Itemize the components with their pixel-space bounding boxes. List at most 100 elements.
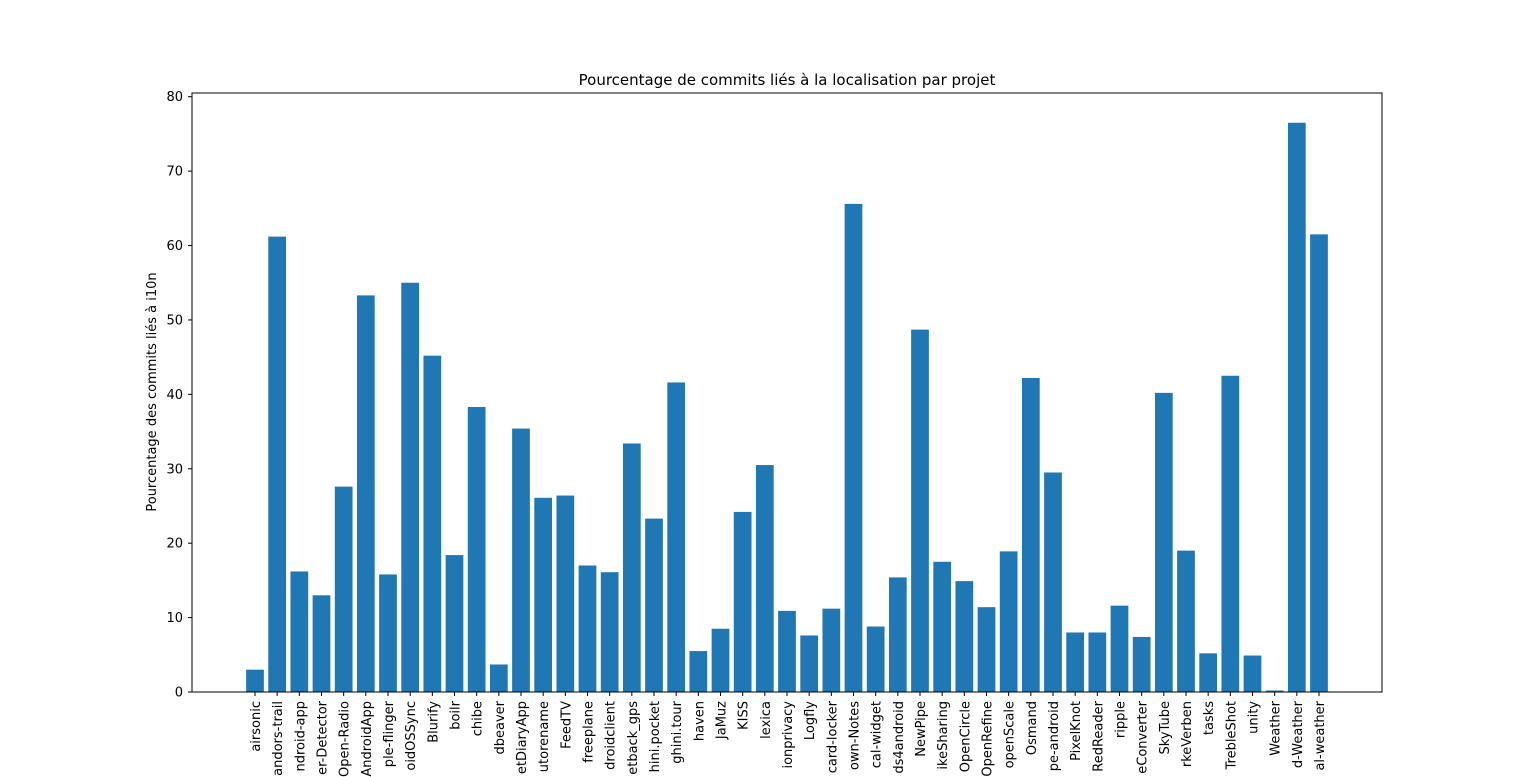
bar-6 (379, 574, 397, 692)
x-tick-label: droidclient (604, 701, 619, 770)
bar-29 (888, 577, 907, 692)
bar-44 (1221, 375, 1240, 692)
x-tick-label: OpenCircle (958, 701, 973, 772)
bar-40 (1132, 636, 1151, 692)
x-tick-label: PixelKnot (1069, 701, 1084, 761)
bar-48 (1310, 234, 1328, 692)
y-tick-label: 0 (175, 686, 183, 701)
y-tick-label: 20 (166, 537, 183, 552)
bar-14 (556, 495, 575, 692)
x-tick-label: Open-Radio (338, 701, 353, 777)
bar-5 (356, 295, 375, 692)
bar-41 (1154, 392, 1173, 692)
bar-7 (401, 282, 420, 692)
x-tick-label: boilr (449, 700, 464, 729)
bar-35 (1021, 377, 1040, 692)
x-tick-label: ple-flinger (382, 700, 397, 767)
y-tick-label: 70 (166, 165, 183, 180)
bar-26 (822, 608, 841, 692)
bar-2 (290, 571, 309, 692)
x-tick-label: d-Weather (1291, 700, 1306, 768)
plot-frame (191, 92, 1383, 693)
x-tick-label: hini.pocket (648, 701, 663, 772)
x-tick-label: FeedTV (559, 701, 574, 749)
bar-31 (933, 561, 952, 692)
x-tick-label: unity (1247, 701, 1262, 734)
y-axis-label: Pourcentage des commits liés à i10n (145, 272, 160, 511)
bar-46 (1265, 690, 1284, 692)
bar-24 (778, 610, 796, 692)
bar-22 (733, 511, 752, 692)
bar-13 (534, 497, 553, 692)
x-tick-label: lexica (759, 701, 774, 739)
x-tick-label: eConverter (1136, 700, 1151, 773)
bar-43 (1199, 653, 1218, 692)
bar-20 (689, 651, 708, 692)
y-tick-label: 10 (166, 611, 183, 626)
x-tick-label: Weather (1269, 700, 1284, 755)
x-tick-label: tasks (1202, 701, 1217, 735)
x-tick-label: NewPipe (914, 701, 929, 757)
x-tick-label: er-Detector (316, 700, 331, 775)
bar-30 (911, 329, 929, 692)
bar-45 (1243, 655, 1262, 692)
x-tick-label: etDiaryApp (515, 701, 530, 774)
bar-34 (999, 551, 1018, 692)
bar-0 (246, 669, 264, 692)
bar-12 (512, 428, 530, 692)
bar-21 (711, 628, 730, 692)
bar-42 (1177, 550, 1195, 692)
x-tick-label: al-weather (1313, 700, 1328, 770)
x-tick-label: ionprivacy (781, 701, 796, 769)
y-tick-label: 80 (166, 90, 183, 105)
bar-8 (423, 355, 442, 692)
bar-11 (489, 664, 508, 692)
bar-39 (1110, 605, 1129, 692)
x-tick-label: JaMuz (715, 701, 730, 740)
bar-32 (955, 581, 974, 692)
x-tick-label: card-locker (825, 700, 840, 773)
bar-9 (445, 555, 464, 692)
x-tick-label: Logfly (803, 701, 818, 740)
bar-38 (1088, 632, 1107, 692)
x-tick-label: AndroidApp (360, 701, 375, 777)
x-tick-label: etback_gps (626, 701, 641, 775)
bar-47 (1287, 122, 1306, 692)
x-tick-label: Blurify (426, 701, 441, 743)
x-tick-label: chibe (471, 701, 486, 736)
bar-19 (667, 382, 686, 692)
x-tick-label: ripple (1114, 701, 1129, 738)
x-tick-label: ikeSharing (936, 701, 951, 770)
bar-4 (334, 486, 353, 692)
x-tick-label: rkeVerben (1180, 701, 1195, 767)
bar-25 (800, 635, 819, 692)
x-tick-label: SkyTube (1158, 701, 1173, 754)
x-tick-label: ds4android (892, 701, 907, 774)
chart-title: Pourcentage de commits liés à la localis… (579, 71, 996, 89)
x-tick-label: airsonic (249, 701, 264, 752)
x-tick-label: ndroid-app (293, 701, 308, 772)
x-tick-label: own-Notes (848, 701, 863, 770)
x-tick-label: oidOSSync (404, 701, 419, 771)
x-tick-label: dbeaver (493, 700, 508, 754)
x-tick-label: KISS (737, 701, 752, 730)
x-tick-label: cal-widget (870, 701, 885, 768)
bar-17 (622, 443, 641, 692)
x-tick-label: TrebleShot (1224, 701, 1239, 771)
x-axis: airsonic andors-trail ndroid-app er-Detecto… (249, 692, 1328, 777)
y-axis: 0 10 20 30 40 50 60 70 80 (166, 90, 192, 701)
x-tick-label: haven (692, 701, 707, 741)
bar-3 (312, 595, 331, 692)
bar-33 (977, 607, 996, 692)
x-tick-label: pe-android (1047, 701, 1062, 771)
y-tick-label: 40 (166, 388, 183, 403)
bar-16 (600, 572, 619, 692)
bar-23 (755, 465, 774, 692)
x-tick-label: freeplane (582, 701, 597, 763)
bars-group (246, 122, 1328, 693)
bar-18 (645, 518, 663, 692)
x-tick-label: OpenRefine (981, 701, 996, 777)
x-tick-label: RedReader (1091, 700, 1106, 771)
y-tick-label: 60 (166, 239, 183, 254)
x-tick-label: openScale (1003, 701, 1018, 768)
